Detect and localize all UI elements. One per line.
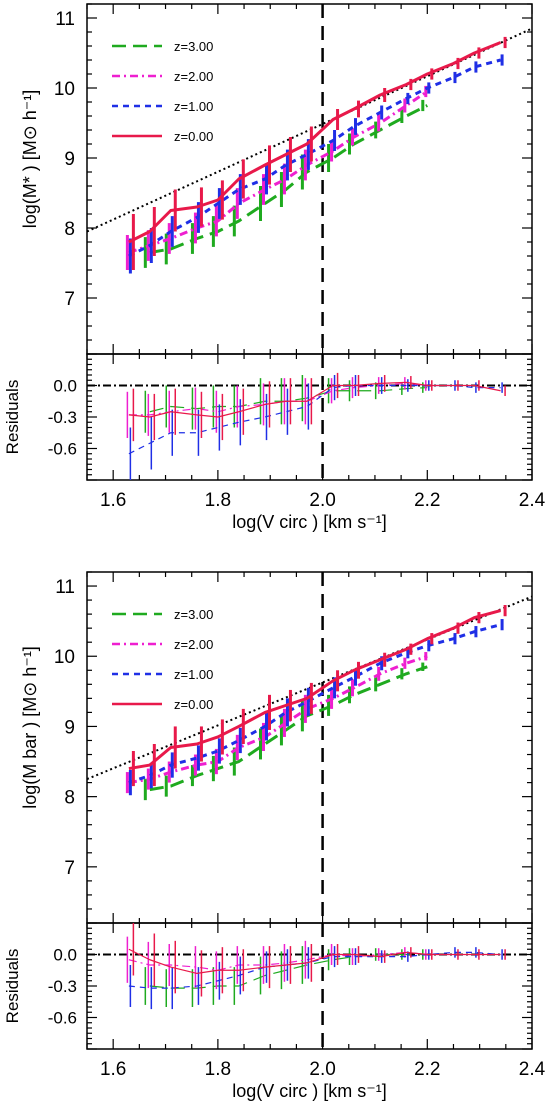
series-line-z0 xyxy=(128,948,501,975)
y-tick-label: 9 xyxy=(64,717,75,738)
series-group xyxy=(125,604,507,801)
y-tick-label: -0.6 xyxy=(48,440,77,459)
x-tick-label: 2.2 xyxy=(414,490,440,511)
series-line-z0 xyxy=(128,381,501,418)
x-tick-label: 1.6 xyxy=(100,1059,126,1080)
x-axis-label: log(V circ ) [km s⁻¹] xyxy=(232,512,387,532)
x-tick-label: 1.8 xyxy=(205,490,231,511)
y-tick-label: 10 xyxy=(54,647,75,668)
y-tick-label: 7 xyxy=(64,858,75,879)
series-group xyxy=(126,923,506,1010)
bottom-residuals-panel: 0.0 -0.3 -0.6 1.6 1.8 2.0 2.2 2.4 log(V circ ) [… xyxy=(3,922,546,1101)
series-line-z2 xyxy=(128,951,428,971)
legend-label: z=1.00 xyxy=(174,99,213,114)
y-axis-label: Residuals xyxy=(3,949,22,1024)
legend-label: z=1.00 xyxy=(174,667,213,682)
series-line-z2 xyxy=(128,90,429,254)
y-tick-label: 0.0 xyxy=(53,377,77,396)
top-residuals-panel: 0.0 -0.3 -0.6 1.6 1.8 2.0 2.2 2.4 log(V circ ) [… xyxy=(3,353,546,532)
top-main-panel: 7 8 9 10 11 log(M* ) [M⊙ h⁻¹] z=3.00 z=2.00 z=1.… xyxy=(20,3,533,355)
legend: z=3.00 z=2.00 z=1.00 z=0.00 xyxy=(112,607,213,712)
y-tick-label: 9 xyxy=(64,149,75,170)
series-line-z3 xyxy=(149,953,428,989)
y-tick-label: -0.3 xyxy=(48,977,77,996)
y-tick-label: 10 xyxy=(54,79,75,100)
y-tick-label: 8 xyxy=(64,219,75,240)
series-group xyxy=(126,372,506,480)
legend-label: z=2.00 xyxy=(174,637,213,652)
x-tick-label: 2.0 xyxy=(309,1059,335,1080)
series-line-z1 xyxy=(128,384,501,455)
y-tick-label: 11 xyxy=(55,577,75,598)
legend-label: z=0.00 xyxy=(174,697,213,712)
reference-dotted-line xyxy=(87,27,532,233)
y-axis-label: Residuals xyxy=(3,380,22,455)
series-line-z2 xyxy=(128,654,428,785)
y-tick-label: -0.3 xyxy=(48,408,77,427)
series-line-z1 xyxy=(128,58,501,258)
series-line-z0 xyxy=(128,41,502,244)
y-tick-label: 7 xyxy=(64,289,75,310)
x-tick-label: 2.2 xyxy=(414,1059,440,1080)
legend-label: z=2.00 xyxy=(174,69,213,84)
y-tick-label: 11 xyxy=(55,9,75,30)
series-group xyxy=(125,36,507,274)
y-axis-label: log(M* ) [M⊙ h⁻¹] xyxy=(20,90,40,229)
series-line-z0 xyxy=(128,609,501,771)
x-tick-label: 2.4 xyxy=(519,490,546,511)
legend-label: z=3.00 xyxy=(174,607,213,622)
y-tick-label: 0.0 xyxy=(53,946,77,965)
x-axis-label: log(V circ ) [km s⁻¹] xyxy=(232,1081,387,1101)
legend-label: z=0.00 xyxy=(174,129,213,144)
legend: z=3.00 z=2.00 z=1.00 z=0.00 xyxy=(112,39,213,144)
y-axis-label: log(M bar ) [M⊙ h⁻¹] xyxy=(20,646,40,809)
legend-label: z=3.00 xyxy=(174,39,213,54)
x-tick-label: 1.8 xyxy=(205,1059,231,1080)
y-tick-label: -0.6 xyxy=(48,1009,77,1028)
x-tick-label: 2.4 xyxy=(519,1059,546,1080)
series-line-z2 xyxy=(128,382,428,416)
series-line-z3 xyxy=(149,387,428,413)
x-tick-label: 2.0 xyxy=(309,490,335,511)
x-tick-label: 1.6 xyxy=(100,490,126,511)
y-tick-label: 8 xyxy=(64,788,75,809)
